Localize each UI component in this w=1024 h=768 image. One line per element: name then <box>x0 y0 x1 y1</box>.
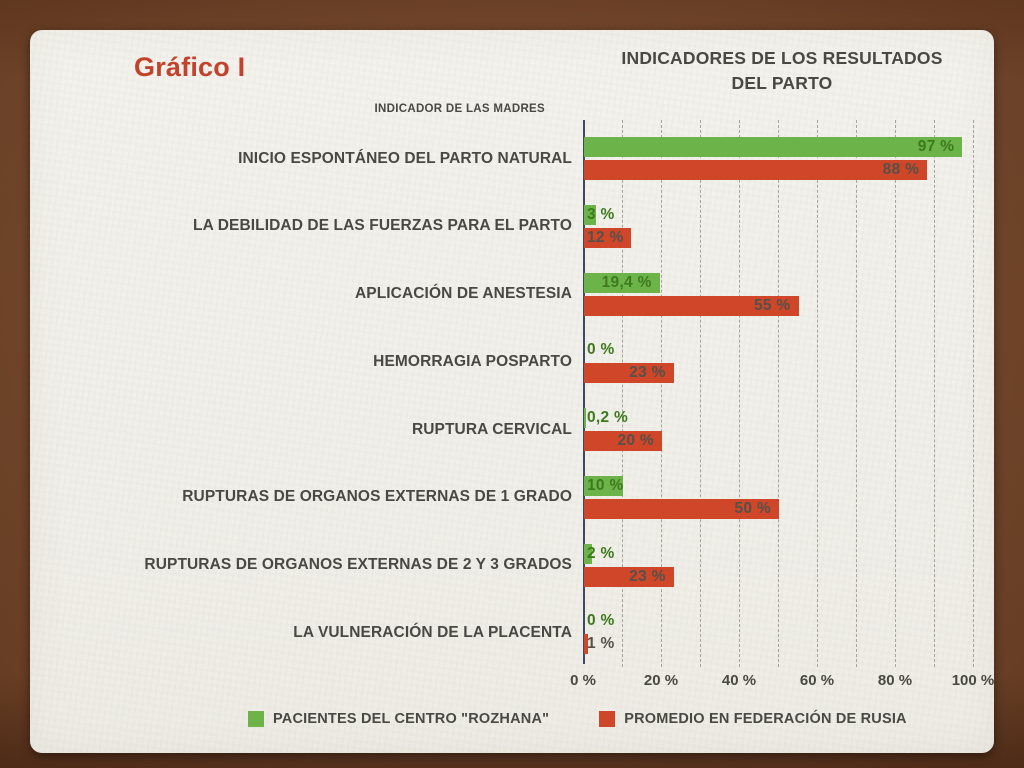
legend-item-green-series: PACIENTES DEL CENTRO "ROZHANA" <box>248 711 549 727</box>
gridline <box>739 120 740 667</box>
gridline <box>817 120 818 667</box>
legend-label-red-series: PROMEDIO EN FEDERACIÓN DE RUSIA <box>624 711 907 727</box>
bar-value-label: 10 % <box>587 476 624 494</box>
gridline <box>661 120 662 667</box>
green-bar <box>584 475 623 496</box>
bar-value-label: 19,4 % <box>601 273 652 291</box>
red-bar <box>584 160 928 180</box>
category-label: RUPTURA CERVICAL <box>411 420 572 438</box>
legend-label-green-series: PACIENTES DEL CENTRO "ROZHANA" <box>273 711 550 727</box>
bar-value-label: 23 % <box>629 364 666 382</box>
bar-value-label: 0 % <box>587 341 615 359</box>
bar-value-label: 23 % <box>629 567 666 585</box>
legend-item-red-series: PROMEDIO EN FEDERACIÓN DE RUSIA <box>599 711 907 727</box>
category-label: LA VULNERACIÓN DE LA PLACENTA <box>293 623 572 641</box>
slide: Gráfico I INDICADORES DE LOS RESULTADOS … <box>30 30 994 753</box>
green-bar <box>584 408 586 428</box>
category-label: RUPTURAS DE ORGANOS EXTERNAS DE 1 GRADO <box>182 488 572 506</box>
category-label: LA DEBILIDAD DE LAS FUERZAS PARA EL PART… <box>193 217 572 235</box>
red-bar <box>584 295 799 316</box>
x-axis-tick-label: 100 % <box>951 672 995 689</box>
x-axis-tick-label: 40 % <box>721 672 757 689</box>
x-axis-tick-label: 80 % <box>877 672 913 689</box>
red-bar <box>584 227 631 248</box>
bar-value-label: 1 % <box>587 635 615 653</box>
x-axis-tick-label: 60 % <box>799 672 835 689</box>
bar-value-label: 3 % <box>587 205 615 223</box>
value-axis-line <box>583 120 585 664</box>
green-bar <box>584 543 592 564</box>
bar-value-label: 88 % <box>882 161 920 178</box>
gridline <box>895 120 896 667</box>
gridline <box>973 120 974 667</box>
category-label: APLICACIÓN DE ANESTESIA <box>354 285 572 302</box>
gridline <box>700 120 701 667</box>
green-bar <box>584 137 963 157</box>
legend: PACIENTES DEL CENTRO "ROZHANA" PROMEDIO … <box>248 711 907 727</box>
bar-value-label: 2 % <box>587 544 615 562</box>
red-bar <box>584 634 588 655</box>
green-bar <box>584 204 596 225</box>
bar-value-label: 0,2 % <box>587 409 629 426</box>
bar-value-label: 55 % <box>753 296 791 314</box>
category-axis-title: INDICADOR DE LAS MADRES <box>374 103 545 115</box>
category-label: INICIO ESPONTÁNEO DEL PARTO NATURAL <box>238 149 572 167</box>
bar-value-label: 20 % <box>617 432 654 449</box>
gridline <box>622 120 623 667</box>
bar-value-label: 97 % <box>917 138 955 155</box>
plot-area: INICIO ESPONTÁNEO DEL PARTO NATURAL 97 % 8… <box>30 30 994 753</box>
bar-value-label: 12 % <box>587 228 624 246</box>
bar-value-label: 50 % <box>734 499 771 517</box>
gridline <box>934 120 935 667</box>
red-bar <box>584 498 779 519</box>
legend-swatch-green <box>248 711 264 727</box>
gridline <box>856 120 857 667</box>
category-label: HEMORRAGIA POSPARTO <box>373 352 572 370</box>
red-bar <box>584 431 662 451</box>
chart-title: INDICADORES DE LOS RESULTADOS DEL PARTO <box>621 48 943 93</box>
x-axis-tick-label: 0 % <box>570 672 596 689</box>
bar-value-label: 0 % <box>587 612 615 630</box>
red-bar <box>584 363 674 384</box>
green-bar <box>584 272 660 293</box>
legend-swatch-red <box>599 711 616 727</box>
slide-title: Gráfico I <box>134 52 246 82</box>
category-label: RUPTURAS DE ORGANOS EXTERNAS DE 2 Y 3 GR… <box>144 556 572 573</box>
gridline <box>778 120 779 667</box>
x-axis-tick-label: 20 % <box>643 672 679 689</box>
red-bar <box>584 566 674 587</box>
